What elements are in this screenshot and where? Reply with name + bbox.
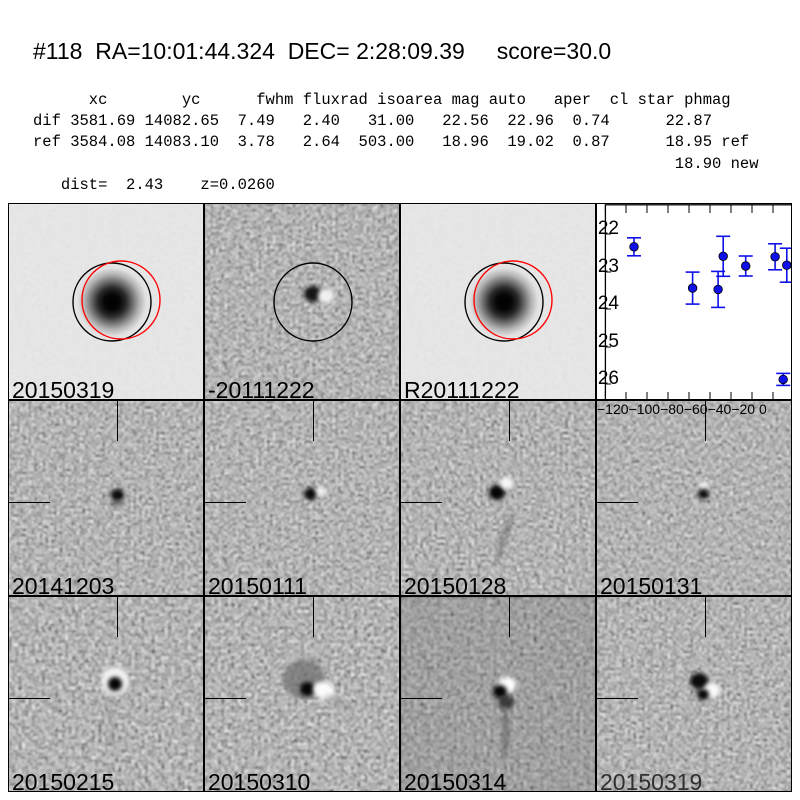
svg-text:23: 23 (598, 256, 619, 277)
svg-text:24: 24 (598, 293, 620, 314)
svg-text:26: 26 (598, 368, 619, 389)
svg-text:22: 22 (598, 218, 619, 239)
svg-text:25: 25 (598, 331, 619, 352)
